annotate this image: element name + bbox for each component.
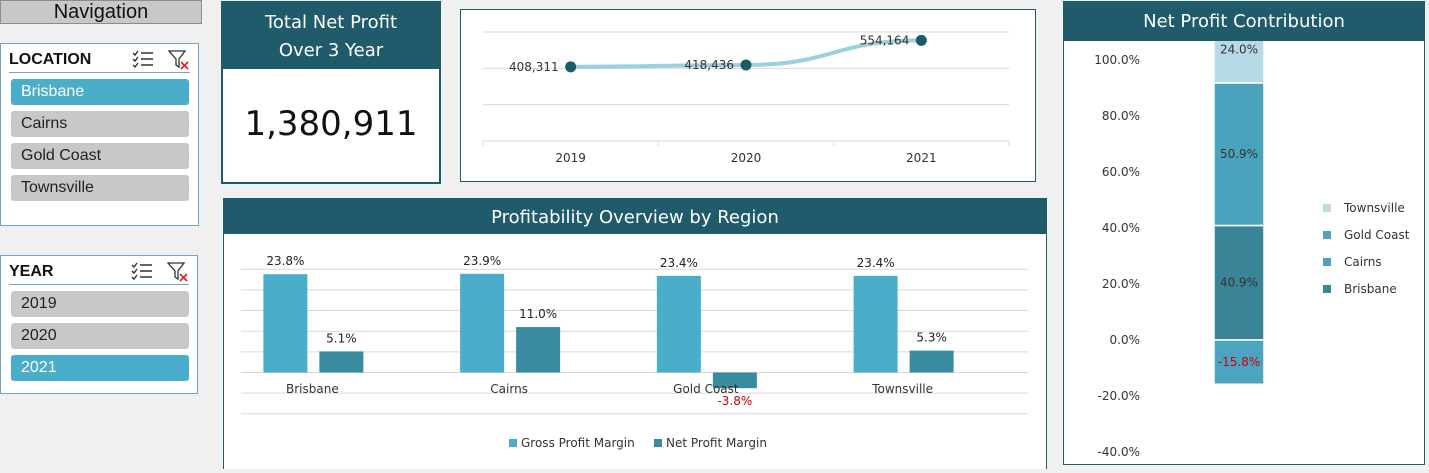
legend-swatch-brisbane xyxy=(1323,285,1331,293)
segment-label-cairns: 50.9% xyxy=(1220,147,1258,161)
net-bar-cairns xyxy=(516,327,561,373)
gross-bar-brisbane xyxy=(263,274,308,373)
net-label-brisbane: 5.1% xyxy=(326,331,357,345)
location-slicer-header: LOCATION xyxy=(9,48,190,73)
kpi-card: Total Net Profit Over 3 Year 1,380,911 xyxy=(221,1,441,184)
location-slicer-title: LOCATION xyxy=(9,51,92,68)
data-point-2020 xyxy=(740,59,752,71)
multi-select-icon[interactable] xyxy=(131,262,153,281)
data-point-2021 xyxy=(915,34,927,46)
data-label-2021: 554,164 xyxy=(860,33,910,47)
net-bar-gold-coast xyxy=(712,372,757,389)
navigation-button[interactable]: Navigation xyxy=(0,0,202,24)
gross-label-brisbane: 23.8% xyxy=(266,254,304,268)
x-tick-label-2019: 2019 xyxy=(555,151,586,165)
segment-cairns xyxy=(1213,82,1265,227)
legend-label-cairns: Cairns xyxy=(1344,255,1382,269)
gross-bar-gold-coast xyxy=(656,275,701,373)
category-label-gold-coast: Gold Coast xyxy=(673,382,739,396)
net-bar-townsville xyxy=(909,350,954,373)
segment-label-brisbane: 40.9% xyxy=(1220,276,1258,290)
segment-gold-coast xyxy=(1213,339,1265,385)
year-item-2021[interactable]: 2021 xyxy=(11,355,189,381)
kpi-title: Total Net Profit Over 3 Year xyxy=(223,3,439,69)
contribution-stacked-chart: 100.0% 80.0% 60.0% 40.0% 20.0% 0.0% -20.0% -40.… xyxy=(1094,15,1410,459)
net-label-gold-coast: -3.8% xyxy=(717,394,752,408)
gross-label-townsville: 23.4% xyxy=(857,256,895,270)
y-tick-label: 20.0% xyxy=(1102,277,1140,291)
net-label-cairns: 11.0% xyxy=(519,307,557,321)
y-tick-label: 40.0% xyxy=(1102,221,1140,235)
y-tick-label: 0.0% xyxy=(1110,333,1141,347)
legend-label-net: Net Profit Margin xyxy=(666,436,767,450)
data-point-2019 xyxy=(565,61,577,73)
net-label-townsville: 5.3% xyxy=(916,331,947,345)
multi-select-icon[interactable] xyxy=(132,50,154,69)
location-slicer: LOCATION Brisbane Cairns Gold Coast Townsvi… xyxy=(0,43,199,226)
year-item-2019[interactable]: 2019 xyxy=(11,291,189,317)
kpi-value: 1,380,911 xyxy=(244,104,418,144)
segment-label-townsville: 24.0% xyxy=(1220,42,1258,56)
legend-label-brisbane: Brisbane xyxy=(1344,282,1397,296)
net-bar-brisbane xyxy=(319,351,364,373)
segment-label-gold-coast: -15.8% xyxy=(1218,355,1260,369)
legend-label-gross: Gross Profit Margin xyxy=(521,436,635,450)
year-slicer-title: YEAR xyxy=(9,263,54,280)
region-bar-chart: 23.8% 5.1% Brisbane 23.9% 11.0% Cairns 23.4% -3… xyxy=(241,254,1028,450)
contribution-chart-title: Net Profit Contribution xyxy=(1064,2,1424,41)
y-tick-label: -20.0% xyxy=(1098,389,1140,403)
gross-bar-cairns xyxy=(460,273,505,373)
location-item-gold-coast[interactable]: Gold Coast xyxy=(11,143,189,169)
region-chart-panel: Profitability Overview by Region 23.8% 5.… xyxy=(223,198,1047,469)
legend-label-townsville: Townsville xyxy=(1343,201,1405,215)
gross-label-gold-coast: 23.4% xyxy=(660,256,698,270)
y-tick-label: 100.0% xyxy=(1094,53,1140,67)
trend-chart-panel: 408,311 2019 418,436 2020 554,164 2021 xyxy=(460,9,1036,182)
y-tick-label: -40.0% xyxy=(1098,445,1140,459)
category-label-brisbane: Brisbane xyxy=(286,382,339,396)
legend-swatch-gold-coast xyxy=(1323,231,1331,239)
kpi-title-line1: Total Net Profit xyxy=(264,12,398,33)
clear-filter-icon[interactable] xyxy=(167,50,190,70)
year-slicer-header: YEAR xyxy=(9,260,189,285)
legend-swatch-cairns xyxy=(1323,258,1331,266)
trend-line-chart: 408,311 2019 418,436 2020 554,164 2021 xyxy=(482,31,1010,165)
clear-filter-icon[interactable] xyxy=(166,262,189,282)
x-tick-label-2021: 2021 xyxy=(906,151,937,165)
y-tick-label: 80.0% xyxy=(1102,109,1140,123)
year-slicer: YEAR 2019 2020 2021 xyxy=(0,255,198,394)
legend-swatch-gross xyxy=(509,439,517,447)
category-label-cairns: Cairns xyxy=(490,382,528,396)
data-label-2019: 408,311 xyxy=(509,60,559,74)
contribution-chart-panel: Net Profit Contribution 100.0% 80.0% 60.0%… xyxy=(1063,1,1425,465)
y-tick-label: 60.0% xyxy=(1102,165,1140,179)
x-tick-label-2020: 2020 xyxy=(731,151,762,165)
kpi-title-line2: Over 3 Year xyxy=(278,40,384,61)
region-chart-title: Profitability Overview by Region xyxy=(224,199,1046,234)
data-label-2020: 418,436 xyxy=(684,58,734,72)
gross-label-cairns: 23.9% xyxy=(463,254,501,268)
legend-label-gold-coast: Gold Coast xyxy=(1344,228,1410,242)
location-item-townsville[interactable]: Townsville xyxy=(11,175,189,201)
year-item-2020[interactable]: 2020 xyxy=(11,323,189,349)
gross-bar-townsville xyxy=(853,275,898,373)
legend-swatch-net xyxy=(654,439,662,447)
category-label-townsville: Townsville xyxy=(871,382,933,396)
location-item-cairns[interactable]: Cairns xyxy=(11,111,189,137)
legend-swatch-townsville xyxy=(1323,204,1331,212)
location-item-brisbane[interactable]: Brisbane xyxy=(11,79,189,105)
